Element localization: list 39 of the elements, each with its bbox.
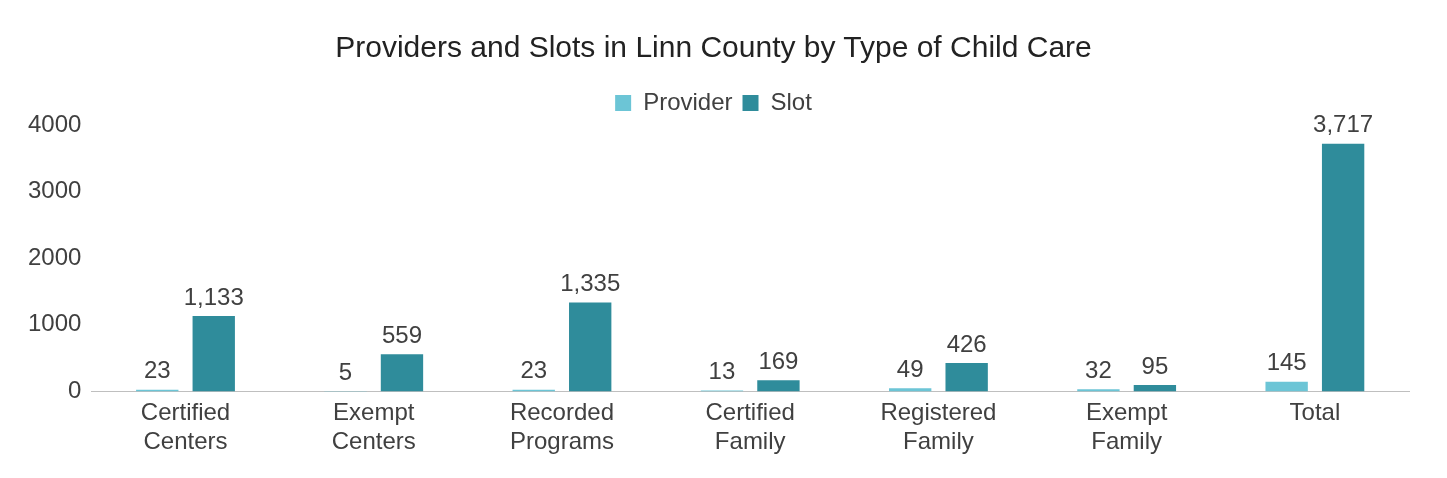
bar [1077,389,1120,392]
y-tick-label: 3000 [28,176,82,204]
data-label: 23 [520,356,548,384]
legend-label: Provider [643,87,733,115]
x-tick-label: Certified Centers [140,398,231,455]
data-label: 5 [338,357,353,385]
data-label: 1,335 [560,269,621,297]
y-tick-label: 4000 [28,109,82,137]
bar [889,388,932,392]
x-tick-label: Recorded Programs [509,398,614,455]
x-tick-label: Exempt Centers [331,398,416,455]
x-tick-label: Registered Family [880,398,997,455]
y-tick-label: 2000 [28,242,82,270]
data-label: 49 [896,354,924,382]
bar [1265,381,1308,392]
bar [380,354,424,392]
data-label: 169 [758,346,799,374]
y-tick-label: 0 [68,376,82,404]
data-label: 145 [1266,348,1307,376]
bar [1321,143,1365,392]
bar [192,315,235,392]
y-tick-label: 1000 [28,309,82,337]
x-tick-label: Certified Family [705,398,795,455]
bar [757,380,800,392]
bar [945,363,988,392]
chart-title: Providers and Slots in Linn County by Type of Child Care [335,30,1092,64]
data-label: 426 [946,329,987,357]
x-tick-label: Exempt Family [1085,398,1168,455]
data-label: 23 [143,356,171,384]
data-label: 95 [1141,351,1169,379]
data-label: 3,717 [1313,110,1374,138]
data-label: 559 [381,320,422,348]
data-label: 1,133 [183,282,244,310]
bar [569,302,612,392]
x-tick-label: Total [1289,398,1341,426]
legend-label: Slot [770,87,813,115]
data-label: 32 [1085,355,1112,383]
bar [1133,385,1177,392]
data-label: 13 [708,357,736,385]
